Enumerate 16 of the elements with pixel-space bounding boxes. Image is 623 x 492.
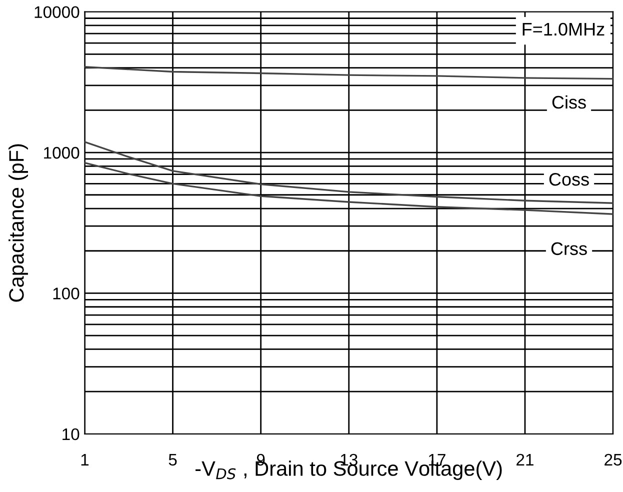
line-series (84, 162, 614, 215)
x-tick-label: 1 (81, 454, 89, 466)
y-axis-title: Capacitance (pF) (8, 144, 28, 302)
series-label: Ciss (552, 95, 586, 109)
line-series (84, 141, 614, 204)
line-series (84, 66, 614, 80)
x-tick-label: 21 (516, 454, 534, 466)
x-tick-label: 5 (168, 454, 177, 466)
y-tick-label: 100 (53, 288, 80, 300)
x-tick-label: 25 (604, 454, 622, 466)
y-tick-label: 1000 (44, 146, 80, 159)
series-label: Crss (551, 242, 587, 256)
y-tick-label: 10 (62, 428, 80, 440)
series-label: Coss (549, 172, 589, 186)
annotation: F=1.0MHz (522, 22, 604, 36)
y-tick-label: 10000 (34, 6, 80, 18)
